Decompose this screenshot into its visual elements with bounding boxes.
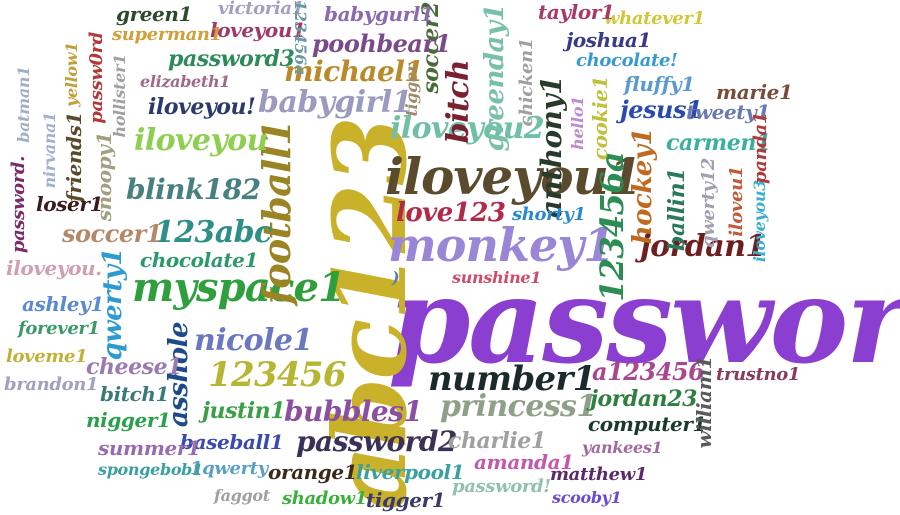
word-tigger1: tigger1 [366,488,446,512]
word-charlie1: charlie1 [448,428,546,454]
word-computer1: computer1 [588,412,707,436]
word-whatever1: whatever1 [604,8,705,29]
word-ballin1: ballin1 [664,168,690,251]
word-princess1: princess1 [440,389,597,424]
word-faggot: faggot [214,486,270,505]
word-123456a-main: 123456a [593,152,631,302]
word-amanda1: amanda1 [474,450,574,474]
word-scooby1: scooby1 [552,488,622,507]
word-victoria1: victoria1 [218,0,304,19]
word-poohbear1: poohbear1 [312,29,451,58]
word-password1: password1 [388,251,900,390]
word-shorty1: shorty1 [512,204,586,225]
word-michael1: michael1 [284,55,424,88]
word-chocolate1: chocolate1 [140,248,259,272]
word-orange1: orange1 [268,460,358,484]
word-bitch: bitch [441,60,476,144]
word-panda1: panda1 [750,112,771,184]
word-matthew1: matthew1 [550,464,648,485]
word-william1: william1 [692,356,716,449]
word-tweety1: tweety1 [686,100,770,124]
word-iloveyou-excl: iloveyou! [148,94,256,120]
word-iloveyou-dot: iloveyou. [6,256,102,280]
word-batman1: batman1 [14,66,33,143]
word-qwerty12: qwerty12 [698,158,719,248]
word-123456a-small: 123456a [291,0,310,75]
word-1qwerty: 1qwerty [190,458,268,479]
word-babygirl1: babygirl1 [258,85,412,120]
word-iloveyou1: iloveyou1 [385,147,643,206]
word-fluffy1: fluffy1 [624,72,695,96]
word-jordan1: jordan1 [640,229,766,264]
word-password2: password2 [296,425,457,458]
word-tigger: tigger [402,64,421,117]
word-iloveyou: iloveyou [134,123,268,158]
word-password3: password3 [168,46,295,72]
word-hollister1: hollister1 [110,54,129,138]
word-iloveyou2: iloveyou2 [390,111,545,146]
word-passw0rd: passw0rd [86,32,107,124]
word-123456: 123456 [208,355,347,395]
word-shadow1: shadow1 [282,488,367,509]
word-nirvana1: nirvana1 [40,112,59,189]
word-number1: number1 [428,359,596,399]
word-paren: ) [392,268,400,287]
word-monkey1: monkey1 [388,218,615,272]
word-a123456: a123456 [592,357,705,386]
word-iloveyou3: iloveyou3 [750,180,769,263]
word-jordan23: jordan23 [590,386,697,412]
word-summer1: summer1 [98,436,201,460]
word-babygurl1: babygurl1 [324,2,434,26]
word-carmen1: carmen1 [666,130,771,156]
word-jesus1: jesus1 [620,95,703,124]
word-superman1: superman1 [112,24,222,45]
word-green1: green1 [116,2,193,26]
word-loveyou1: loveyou1 [210,18,306,42]
word-spongebob1: spongebob1 [98,460,203,479]
word-blink182: blink182 [126,173,261,206]
word-password-dot: password. [8,156,29,254]
word-cheese1: cheese1 [86,354,182,380]
word-brandon1: brandon1 [4,374,99,395]
word-yankees1: yankees1 [582,438,663,457]
word-cookie1: cookie1 [588,76,612,161]
word-elizabeth1: elizabeth1 [140,72,231,91]
word-joshua1: joshua1 [566,28,651,52]
word-soccer1: soccer1 [62,219,162,248]
word-myspace1: myspace1 [132,264,346,311]
word-qwerty1: qwerty1 [98,248,128,361]
word-loveme1: loveme1 [6,346,88,367]
word-greenday1: greenday1 [480,4,510,152]
word-chocolate-excl: chocolate! [576,50,678,71]
word-hello1: hello1 [568,96,587,150]
word-yellow1: yellow1 [62,42,81,107]
word-anthony1: anthony1 [535,76,568,219]
word-love123: love123 [396,198,506,228]
word-iloveu1: iloveu1 [726,166,747,237]
word-marie1: marie1 [716,80,793,104]
word-chicken1: chicken1 [516,38,537,127]
word-123abc: 123abc [154,215,272,250]
word-forever1: forever1 [18,318,100,339]
word-baseball1: baseball1 [180,430,284,454]
word-justin1: justin1 [202,398,286,424]
word-loser1: loser1 [36,192,103,216]
word-liverpool1: liverpool1 [356,460,465,484]
word-bubbles1: bubbles1 [284,395,423,428]
word-bitch1: bitch1 [100,382,170,406]
word-nigger1: nigger1 [86,408,171,432]
word-taylor1: taylor1 [538,0,615,24]
word-password-excl: password! [452,476,551,497]
word-nicole1: nicole1 [194,323,313,358]
word-friends1: friends1 [62,112,86,202]
word-trustno1: trustno1 [716,364,801,385]
word-ashley1: ashley1 [22,292,104,316]
word-hockey1: hockey1 [628,128,658,245]
word-sunshine1: sunshine1 [452,268,542,287]
